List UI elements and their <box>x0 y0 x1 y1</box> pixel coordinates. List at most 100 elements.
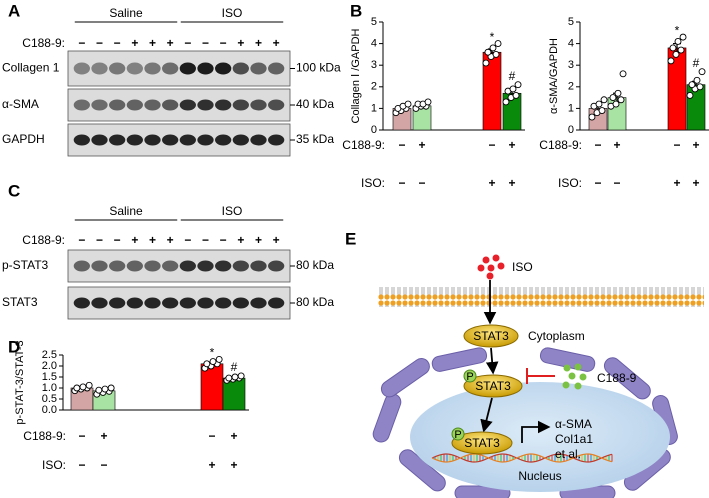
panel-letter: C <box>8 181 20 200</box>
lane-sign: + <box>149 36 156 50</box>
band <box>179 134 196 146</box>
condition-label: ISO: <box>558 176 582 190</box>
y-tick-label: 2.0 <box>42 360 57 372</box>
data-point <box>667 57 675 65</box>
y-tick-label: 0.0 <box>42 404 57 416</box>
y-tick-label: 2 <box>371 81 377 93</box>
iso-molecules <box>477 254 505 280</box>
data-point <box>502 98 510 106</box>
significance-mark: * <box>490 30 495 44</box>
phospho-label: P <box>454 429 461 441</box>
data-point <box>489 44 497 52</box>
band <box>268 297 285 309</box>
condition-sign: − <box>100 458 107 472</box>
band <box>126 99 143 111</box>
significance-mark: # <box>231 360 238 374</box>
band <box>73 297 90 309</box>
data-point <box>600 96 608 104</box>
band <box>126 297 143 309</box>
condition-label: ISO: <box>42 458 66 472</box>
lane-sign: − <box>220 233 227 247</box>
data-point <box>595 100 603 108</box>
lane-sign: − <box>202 36 209 50</box>
condition-sign: − <box>78 458 85 472</box>
condition-sign: + <box>230 429 237 443</box>
dna-strand <box>431 453 613 463</box>
data-point <box>225 374 233 382</box>
data-point <box>203 360 211 368</box>
band <box>232 297 249 309</box>
lane-sign: − <box>96 36 103 50</box>
lane-sign: − <box>184 36 191 50</box>
significance-mark: * <box>675 23 680 37</box>
band <box>73 99 90 111</box>
condition-label: C188-9: <box>539 138 582 152</box>
condition-sign: + <box>692 176 699 190</box>
band <box>162 134 179 146</box>
data-point <box>404 100 412 108</box>
lane-sign: − <box>78 36 85 50</box>
band <box>144 260 161 272</box>
data-point <box>679 33 687 41</box>
size-label: 100 kDa <box>296 61 341 75</box>
condition-sign: − <box>398 138 405 152</box>
lane-sign: + <box>273 233 280 247</box>
data-point <box>79 383 87 391</box>
condition-sign: − <box>78 429 85 443</box>
band <box>179 260 196 272</box>
band <box>268 62 285 75</box>
size-label: 35 kDa <box>296 132 334 146</box>
y-tick-label: 4 <box>568 38 574 50</box>
band <box>91 297 108 309</box>
lane-sign: − <box>114 233 121 247</box>
lane-sign: + <box>131 36 138 50</box>
size-label: 80 kDa <box>296 258 334 272</box>
dna <box>431 453 613 463</box>
condition-sign: + <box>692 138 699 152</box>
size-label: 80 kDa <box>296 295 334 309</box>
group-label: ISO <box>222 204 243 218</box>
band <box>91 99 108 111</box>
nuclear-stat3 <box>451 431 513 455</box>
data-point <box>101 385 109 393</box>
row-label: STAT3 <box>2 295 38 309</box>
band <box>232 99 249 111</box>
dna-strand <box>431 453 613 463</box>
y-tick-label: 0 <box>568 124 574 136</box>
band <box>179 62 196 75</box>
data-point <box>688 81 696 89</box>
band <box>73 62 90 75</box>
band <box>144 134 161 146</box>
band <box>215 297 232 309</box>
p-stat3 <box>463 374 523 398</box>
band <box>250 99 267 111</box>
data-point <box>482 59 490 67</box>
data-point <box>424 98 432 106</box>
band <box>109 62 126 75</box>
data-point <box>619 70 627 78</box>
band <box>162 297 179 309</box>
data-point <box>514 81 522 89</box>
band <box>268 134 285 146</box>
significance-mark: # <box>509 69 516 83</box>
data-point <box>237 372 245 380</box>
phospho-label: P <box>466 371 473 383</box>
condition-sign: + <box>508 138 515 152</box>
y-tick-label: 5 <box>371 16 377 28</box>
data-point <box>674 37 682 45</box>
condition-sign: − <box>208 429 215 443</box>
band <box>144 99 161 111</box>
condition-sign: − <box>418 176 425 190</box>
lane-sign: + <box>149 233 156 247</box>
nucleus-label: Nucleus <box>518 469 561 483</box>
data-point <box>107 384 115 392</box>
y-tick-label: 1 <box>371 102 377 114</box>
phospho <box>463 369 477 383</box>
group-label: Saline <box>109 6 143 20</box>
condition-sign: + <box>208 458 215 472</box>
lane-sign: + <box>237 233 244 247</box>
band <box>250 297 267 309</box>
condition-sign: − <box>594 176 601 190</box>
ligand-label: ISO <box>512 260 533 274</box>
